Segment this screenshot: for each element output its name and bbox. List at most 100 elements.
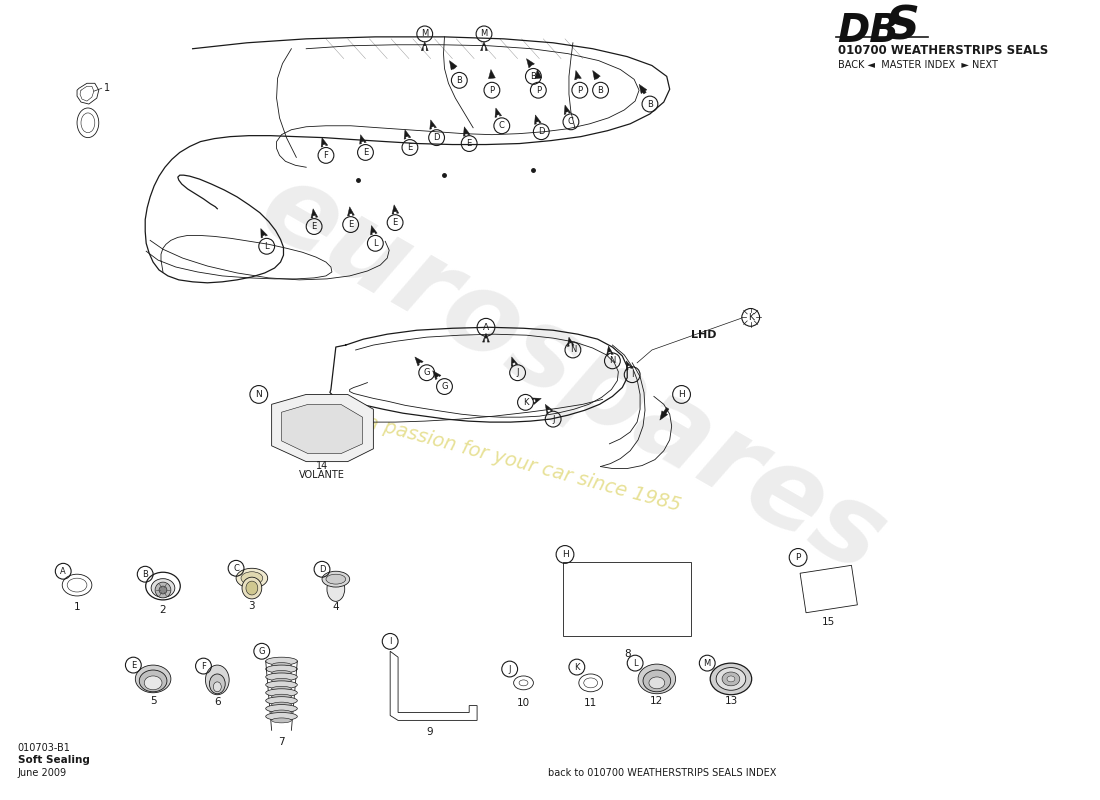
Text: I: I <box>389 637 392 646</box>
Polygon shape <box>463 126 470 136</box>
Ellipse shape <box>711 663 751 694</box>
Text: L: L <box>373 239 377 248</box>
Text: J: J <box>508 665 510 674</box>
Text: M: M <box>704 658 711 668</box>
Text: 13: 13 <box>724 696 738 706</box>
Polygon shape <box>564 105 571 114</box>
Text: A: A <box>483 322 490 332</box>
Text: N: N <box>570 346 576 354</box>
Ellipse shape <box>326 574 345 584</box>
Text: Soft Sealing: Soft Sealing <box>18 755 90 765</box>
Text: P: P <box>490 86 495 94</box>
Text: 010700 WEATHERSTRIPS SEALS: 010700 WEATHERSTRIPS SEALS <box>837 44 1048 58</box>
Text: A: A <box>60 566 66 576</box>
Text: F: F <box>323 151 329 160</box>
Polygon shape <box>512 357 518 366</box>
Bar <box>563 562 692 637</box>
Ellipse shape <box>266 681 297 689</box>
Text: I: I <box>631 370 634 379</box>
Text: C: C <box>568 118 574 126</box>
Ellipse shape <box>266 673 297 681</box>
Ellipse shape <box>644 670 671 692</box>
Ellipse shape <box>327 577 344 602</box>
Text: B: B <box>142 570 148 578</box>
Ellipse shape <box>246 581 257 595</box>
Polygon shape <box>392 205 399 214</box>
Text: E: E <box>311 222 317 231</box>
Polygon shape <box>606 346 614 355</box>
Polygon shape <box>546 404 553 414</box>
Ellipse shape <box>272 702 292 707</box>
Text: 8: 8 <box>624 650 630 659</box>
Ellipse shape <box>213 682 221 692</box>
Polygon shape <box>568 337 574 346</box>
Polygon shape <box>527 58 535 68</box>
Text: E: E <box>363 148 368 157</box>
Polygon shape <box>660 407 669 420</box>
Text: B: B <box>647 99 653 109</box>
Ellipse shape <box>266 697 297 705</box>
Ellipse shape <box>209 674 226 694</box>
Text: 5: 5 <box>150 696 156 706</box>
Text: June 2009: June 2009 <box>18 768 67 778</box>
Circle shape <box>160 586 167 594</box>
Text: C: C <box>498 122 505 130</box>
Text: eurospares: eurospares <box>242 153 904 597</box>
Text: 1: 1 <box>103 83 110 94</box>
Text: a passion for your car since 1985: a passion for your car since 1985 <box>364 412 683 515</box>
Ellipse shape <box>266 689 297 697</box>
Polygon shape <box>495 108 502 118</box>
Polygon shape <box>272 394 373 462</box>
Text: 2: 2 <box>160 605 166 614</box>
Ellipse shape <box>322 571 350 587</box>
Text: E: E <box>348 220 353 229</box>
Text: H: H <box>679 390 685 399</box>
Polygon shape <box>371 226 377 235</box>
Polygon shape <box>261 229 267 238</box>
Polygon shape <box>321 138 328 147</box>
Text: VOLANTE: VOLANTE <box>299 470 345 481</box>
Polygon shape <box>531 398 541 405</box>
Circle shape <box>155 582 170 598</box>
Polygon shape <box>430 120 437 130</box>
Ellipse shape <box>144 676 162 690</box>
Ellipse shape <box>722 672 740 686</box>
Polygon shape <box>450 61 458 70</box>
Text: G: G <box>258 646 265 656</box>
Ellipse shape <box>649 677 664 689</box>
Text: 11: 11 <box>584 698 597 708</box>
Text: E: E <box>466 139 472 148</box>
Text: L: L <box>632 658 637 668</box>
Text: P: P <box>578 86 582 94</box>
Text: S: S <box>886 5 918 50</box>
Polygon shape <box>348 206 354 216</box>
Text: E: E <box>393 218 398 227</box>
Ellipse shape <box>266 713 297 721</box>
Text: 14: 14 <box>316 461 328 470</box>
Polygon shape <box>488 70 495 78</box>
Polygon shape <box>593 70 601 80</box>
Text: J: J <box>516 368 519 378</box>
Text: K: K <box>748 313 754 322</box>
Text: G: G <box>441 382 448 391</box>
Ellipse shape <box>638 664 675 694</box>
Text: 1: 1 <box>74 602 80 612</box>
Text: N: N <box>255 390 262 399</box>
Polygon shape <box>626 361 632 370</box>
Polygon shape <box>481 42 487 50</box>
Ellipse shape <box>151 578 175 598</box>
Text: DB: DB <box>837 12 900 50</box>
Text: B: B <box>530 72 537 81</box>
Text: D: D <box>538 127 544 136</box>
Text: 9: 9 <box>427 727 433 738</box>
Ellipse shape <box>266 665 297 673</box>
Text: F: F <box>201 662 206 670</box>
Polygon shape <box>535 115 541 125</box>
Polygon shape <box>432 370 441 380</box>
Text: C: C <box>233 564 239 573</box>
Ellipse shape <box>272 710 292 715</box>
Ellipse shape <box>135 665 170 693</box>
Text: 15: 15 <box>822 617 835 626</box>
Ellipse shape <box>206 665 229 694</box>
Text: BACK ◄  MASTER INDEX  ► NEXT: BACK ◄ MASTER INDEX ► NEXT <box>837 59 998 70</box>
